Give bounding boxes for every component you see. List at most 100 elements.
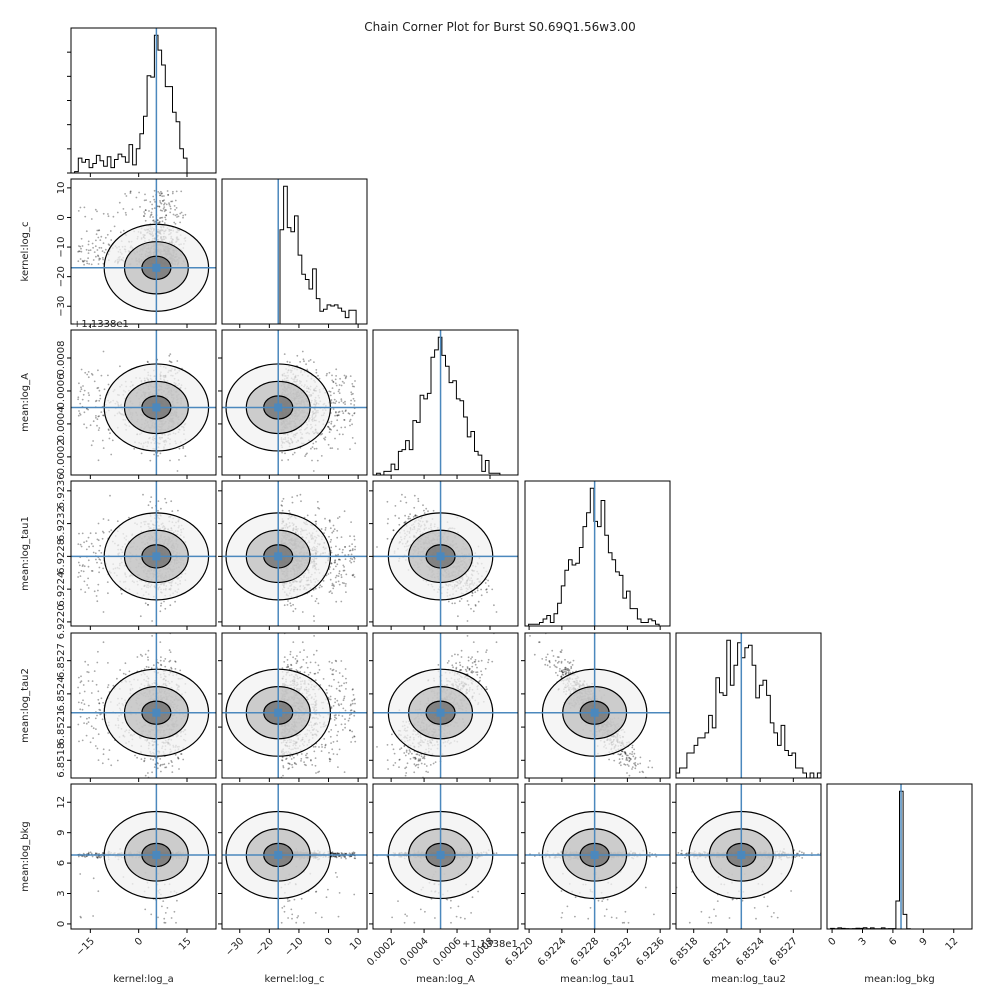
sample-point [148,210,150,212]
y-tick-label: 0.0008 [56,341,67,376]
sample-point [292,603,294,606]
sample-point [144,212,146,215]
sample-point [313,620,315,622]
sample-point [149,214,152,217]
sample-point [332,380,335,383]
sample-point [349,375,352,377]
sample-point [337,414,339,417]
sample-point [334,402,337,405]
sample-point [156,219,159,222]
sample-point [149,216,152,218]
sample-point [103,251,106,254]
sample-point [81,245,84,247]
sample-point [110,453,113,456]
sample-point [125,214,127,216]
histogram-kernel-log-a [71,34,216,173]
sample-point [283,353,286,355]
sample-point [331,447,334,449]
sample-point [345,375,348,378]
sample-point [84,591,87,593]
sample-point [466,620,469,622]
sample-point [138,191,141,194]
y-tick-label: 0.0004 [56,406,67,441]
sample-point [333,398,336,401]
sample-point [332,530,335,533]
sample-point [81,565,84,567]
sample-point [327,425,329,428]
y-tick-label: 6.9232 [56,506,67,541]
sample-point [84,215,87,218]
sample-point [154,201,156,203]
sample-point [281,509,284,512]
sample-point [347,553,350,556]
sample-point [310,447,312,450]
sample-point [404,496,407,498]
sample-point [80,388,83,391]
sample-point [351,383,354,385]
sample-point [313,615,315,618]
sample-point [83,580,86,583]
sample-point [102,350,105,353]
sample-point [296,494,299,497]
sample-point [348,420,351,423]
sample-point [324,438,326,441]
sample-point [86,260,88,263]
sample-point [83,263,85,266]
sample-point [352,574,354,577]
sample-point [79,543,82,546]
sample-point [329,394,332,397]
sample-point [330,428,332,431]
sample-point [98,427,101,429]
sample-point [329,541,332,543]
sample-point [331,387,334,389]
sample-point [338,401,340,404]
panel-frame [70,178,217,325]
sample-point [153,189,156,192]
y-tick-label: −10 [56,237,67,258]
sample-point [332,381,335,384]
sample-point [83,565,86,568]
sample-point [87,408,89,411]
sample-point [466,600,469,602]
sample-point [78,532,80,535]
sample-point [152,219,155,222]
sample-point [182,214,185,217]
sample-point [414,515,417,517]
sample-point [107,519,110,521]
sample-point [152,219,154,222]
sample-point [343,419,346,421]
sample-point [338,384,341,386]
sample-point [143,211,146,213]
sample-point [98,246,101,249]
sample-point [324,529,327,531]
sample-point [394,505,397,507]
sample-point [349,549,352,552]
sample-point [315,447,318,450]
sample-point [152,216,154,218]
sample-point [343,510,346,513]
sample-point [289,602,292,605]
sample-point [320,585,323,588]
sample-point [182,216,184,219]
sample-point [167,193,170,196]
sample-point [118,201,121,204]
sample-point [100,552,103,554]
sample-point [338,516,341,518]
sample-point [165,214,168,217]
panel-body [373,330,518,475]
sample-point [335,384,338,387]
y-tick-label: 6.9236 [56,473,67,508]
sample-point [92,246,94,249]
panel-grid: −30−20−100100.00020.00040.00060.00086.92… [20,27,973,985]
sample-point [139,206,141,208]
sample-point [339,377,341,380]
sample-point [330,562,333,565]
sample-point [143,199,146,202]
sample-point [80,570,83,572]
sample-point [149,201,152,203]
sample-point [78,410,80,412]
y-tick-label: 0.0006 [56,373,67,408]
sample-point [109,494,111,497]
sample-point [334,561,336,564]
sample-point [96,538,99,541]
